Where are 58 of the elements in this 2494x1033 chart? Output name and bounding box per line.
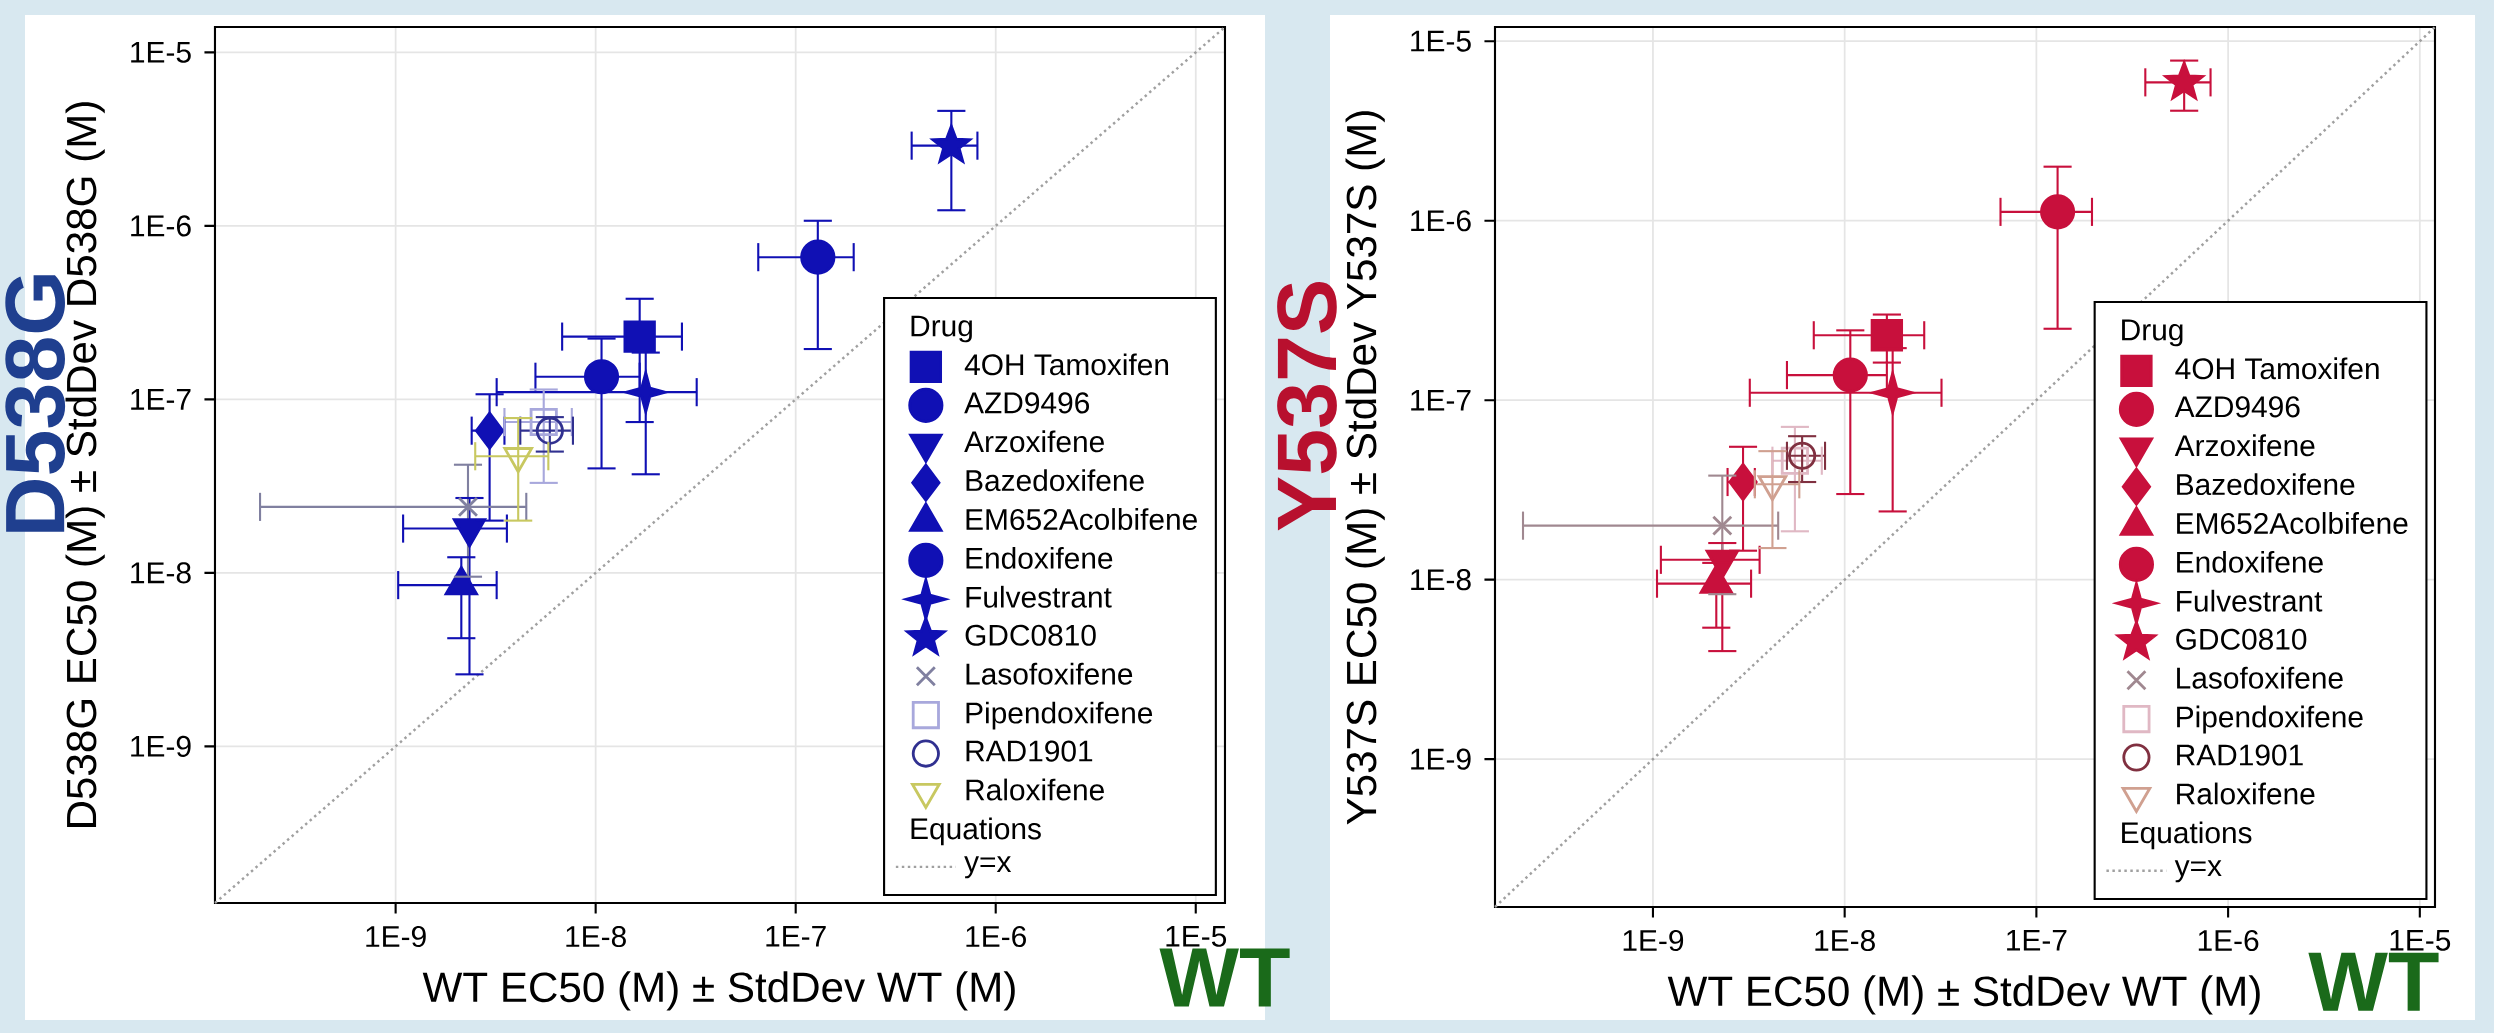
y-tick-label: 1E-9 <box>1411 748 1471 770</box>
legend-label: EM652Acolbifene <box>2177 512 2408 534</box>
x-axis-title: WT EC50 (M) ± StdDev WT (M) <box>1667 975 2260 1015</box>
y-tick-label: 1E-7 <box>131 389 191 410</box>
x-tick-label: 1E-9 <box>1623 929 1684 952</box>
legend-label: Fulvestrant <box>2177 589 2323 612</box>
annotation: Equations <box>2122 821 2252 850</box>
y-tick-label: 1E-7 <box>1411 389 1471 411</box>
text: Y537S <box>1277 282 1337 531</box>
x-tick-label: 1E-6 <box>2198 929 2259 952</box>
legend-label: 4OH Tamoxifen <box>2175 357 2379 380</box>
annotation: Equations <box>911 817 1041 846</box>
y-tick-label: 1E-6 <box>1411 210 1471 232</box>
y-axis-title: D538G EC50 (M) ± StdDev D538G (M) <box>65 102 105 828</box>
text: D538G <box>5 275 66 532</box>
y-tick-label: 1E-5 <box>1411 30 1471 52</box>
legend-label: RAD1901 <box>966 740 1093 762</box>
legend-label: AZD9496 <box>2174 396 2300 418</box>
legend-label: Endoxifene <box>2177 550 2323 573</box>
y-tick-label: 1E-8 <box>131 562 191 584</box>
text: WT <box>2308 952 2439 1011</box>
legend-label: y=x <box>2174 860 2222 883</box>
y-tick-label: 1E-9 <box>131 735 191 757</box>
x-tick-label: 1E-8 <box>566 925 626 948</box>
legend-label: Pipendoxifene <box>966 701 1153 730</box>
y-tick-label: 1E-6 <box>131 215 191 237</box>
legend-label: EM652Acolbifene <box>966 508 1197 531</box>
legend-label: Fulvestrant <box>966 585 1112 608</box>
y-axis-title: Y537S EC50 (M) ± StdDev Y537S (M) <box>1345 111 1385 825</box>
legend-label: Bazedoxifene <box>966 469 1144 492</box>
legend-label: Raloxifene <box>966 778 1104 801</box>
legend-label: Arzoxifene <box>2174 434 2315 457</box>
legend-title: Drug <box>911 315 972 343</box>
x-tick-label: 1E-7 <box>766 925 826 947</box>
legend-label: Arzoxifene <box>964 430 1104 453</box>
y-tick-label: 1E-8 <box>1411 569 1471 591</box>
legend-label: RAD1901 <box>2177 744 2303 766</box>
legend-label: y=x <box>964 856 1012 879</box>
x-tick-label: 1E-5 <box>2390 929 2451 951</box>
legend-label: 4OH Tamoxifen <box>964 353 1169 376</box>
legend-label: AZD9496 <box>964 392 1090 414</box>
x-tick-label: 1E-6 <box>966 925 1026 948</box>
legend-label: Pipendoxifene <box>2177 705 2363 734</box>
y-tick-label: 1E-5 <box>131 41 191 63</box>
x-axis-title: WT EC50 (M) ± StdDev WT (M) <box>422 971 1015 1011</box>
legend-label: Lasofoxifene <box>2177 666 2343 689</box>
legend-label: Bazedoxifene <box>2177 473 2355 496</box>
legend-title: Drug <box>2122 319 2183 347</box>
legend-label: Lasofoxifene <box>966 662 1133 685</box>
legend-label: GDC0810 <box>2176 628 2307 650</box>
legend-label: GDC0810 <box>965 624 1096 646</box>
x-tick-label: 1E-7 <box>2007 929 2067 951</box>
x-tick-label: 1E-8 <box>1815 929 1875 952</box>
legend-label: Endoxifene <box>966 546 1113 569</box>
legend-label: Raloxifene <box>2177 782 2315 805</box>
x-tick-label: 1E-5 <box>1166 925 1227 947</box>
x-tick-label: 1E-9 <box>366 925 426 948</box>
text: WT <box>1159 948 1290 1007</box>
